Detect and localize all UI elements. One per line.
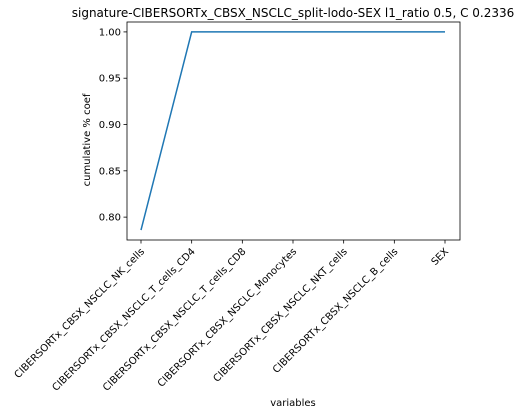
- series-line: [140, 31, 445, 231]
- y-tick-label: 0.85: [99, 166, 121, 177]
- chart-title: signature-CIBERSORTx_CBSX_NSCLC_split-lo…: [72, 6, 515, 20]
- x-tick-label: SEX: [430, 246, 452, 268]
- plot-area: 0.800.850.900.951.00CIBERSORTx_CBSX_NSCL…: [13, 21, 461, 394]
- y-tick-label: 1.00: [99, 27, 121, 38]
- y-tick-label: 0.80: [99, 213, 121, 224]
- plot-frame: [126, 21, 461, 241]
- y-tick-label: 0.90: [99, 120, 121, 131]
- y-tick-label: 0.95: [99, 74, 121, 85]
- x-axis-label: variables: [270, 398, 316, 409]
- y-axis-label: cumulative % coef: [82, 93, 93, 186]
